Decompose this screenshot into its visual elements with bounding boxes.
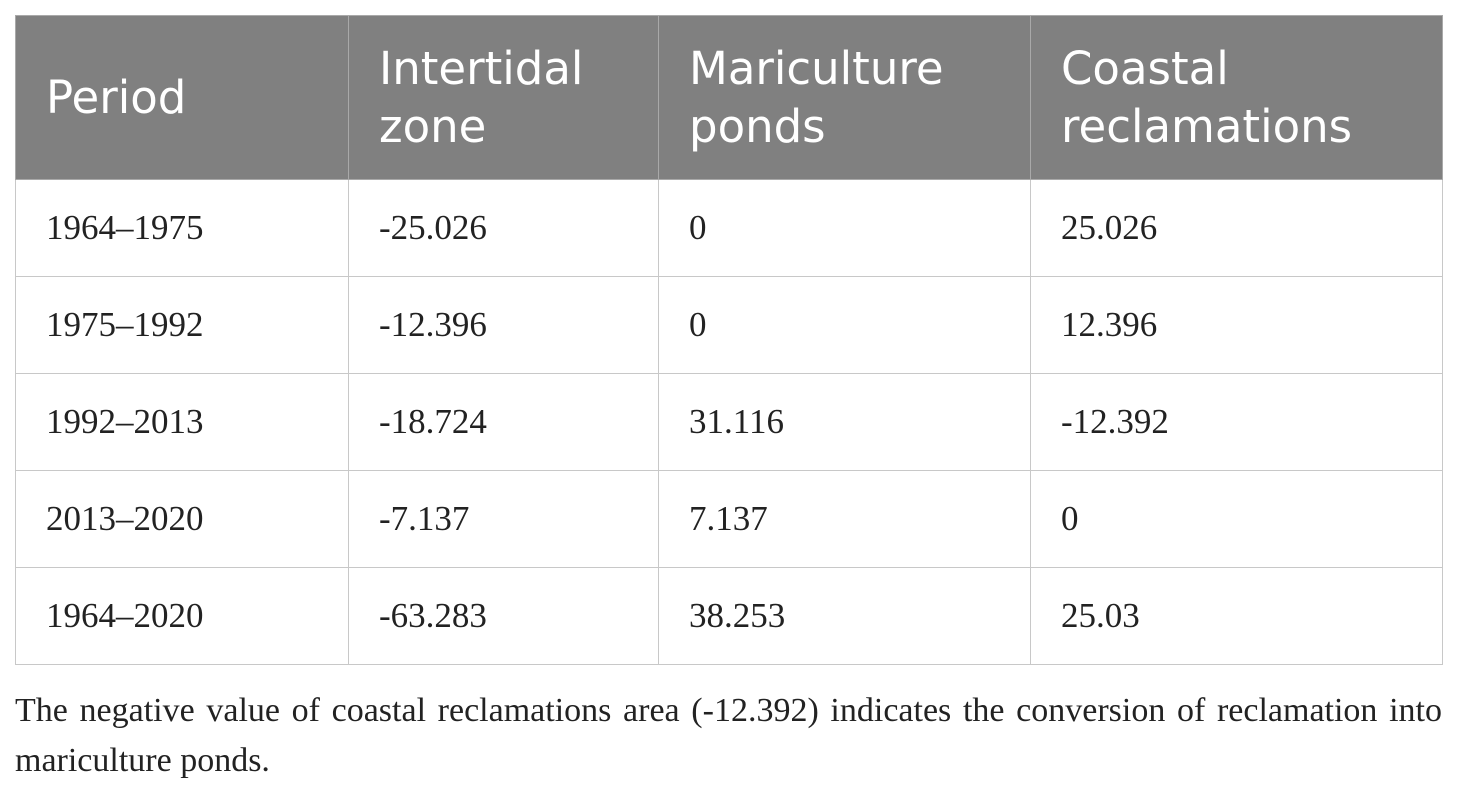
- table-cell: -18.724: [348, 373, 659, 471]
- table-cell: -7.137: [348, 470, 659, 568]
- table-cell: 0: [1030, 470, 1443, 568]
- table-cell: 1964–1975: [15, 179, 349, 277]
- table-cell: 38.253: [658, 567, 1031, 665]
- table-cell: 1964–2020: [15, 567, 349, 665]
- table-row: 1964–2020 -63.283 38.253 25.03: [15, 567, 1443, 665]
- table-cell: 2013–2020: [15, 470, 349, 568]
- table-cell: 0: [658, 276, 1031, 374]
- table-cell: 25.026: [1030, 179, 1443, 277]
- header-cell: Coastal reclamations: [1030, 15, 1443, 180]
- table-cell: -63.283: [348, 567, 659, 665]
- table-row: 1975–1992 -12.396 0 12.396: [15, 276, 1443, 374]
- data-table: Period Intertidal zone Mariculture ponds Co…: [15, 15, 1443, 665]
- header-row: Period Intertidal zone Mariculture ponds Co…: [15, 15, 1443, 180]
- table-cell: 12.396: [1030, 276, 1443, 374]
- header-cell: Period: [15, 15, 349, 180]
- header-cell: Intertidal zone: [348, 15, 659, 180]
- table-row: 1992–2013 -18.724 31.116 -12.392: [15, 373, 1443, 471]
- table-cell: 7.137: [658, 470, 1031, 568]
- table-row: 2013–2020 -7.137 7.137 0: [15, 470, 1443, 568]
- table-cell: 0: [658, 179, 1031, 277]
- table-cell: 31.116: [658, 373, 1031, 471]
- table-row: 1964–1975 -25.026 0 25.026: [15, 179, 1443, 277]
- table-container: Period Intertidal zone Mariculture ponds Co…: [15, 15, 1443, 665]
- table-cell: -12.396: [348, 276, 659, 374]
- table-cell: 1992–2013: [15, 373, 349, 471]
- table-cell: 25.03: [1030, 567, 1443, 665]
- table-cell: -12.392: [1030, 373, 1443, 471]
- table-cell: 1975–1992: [15, 276, 349, 374]
- table-body: 1964–1975 -25.026 0 25.026 1975–1992 -12.396 0…: [15, 179, 1443, 665]
- header-cell: Mariculture ponds: [658, 15, 1031, 180]
- table-cell: -25.026: [348, 179, 659, 277]
- footnote: The negative value of coastal reclamatio…: [15, 692, 1442, 779]
